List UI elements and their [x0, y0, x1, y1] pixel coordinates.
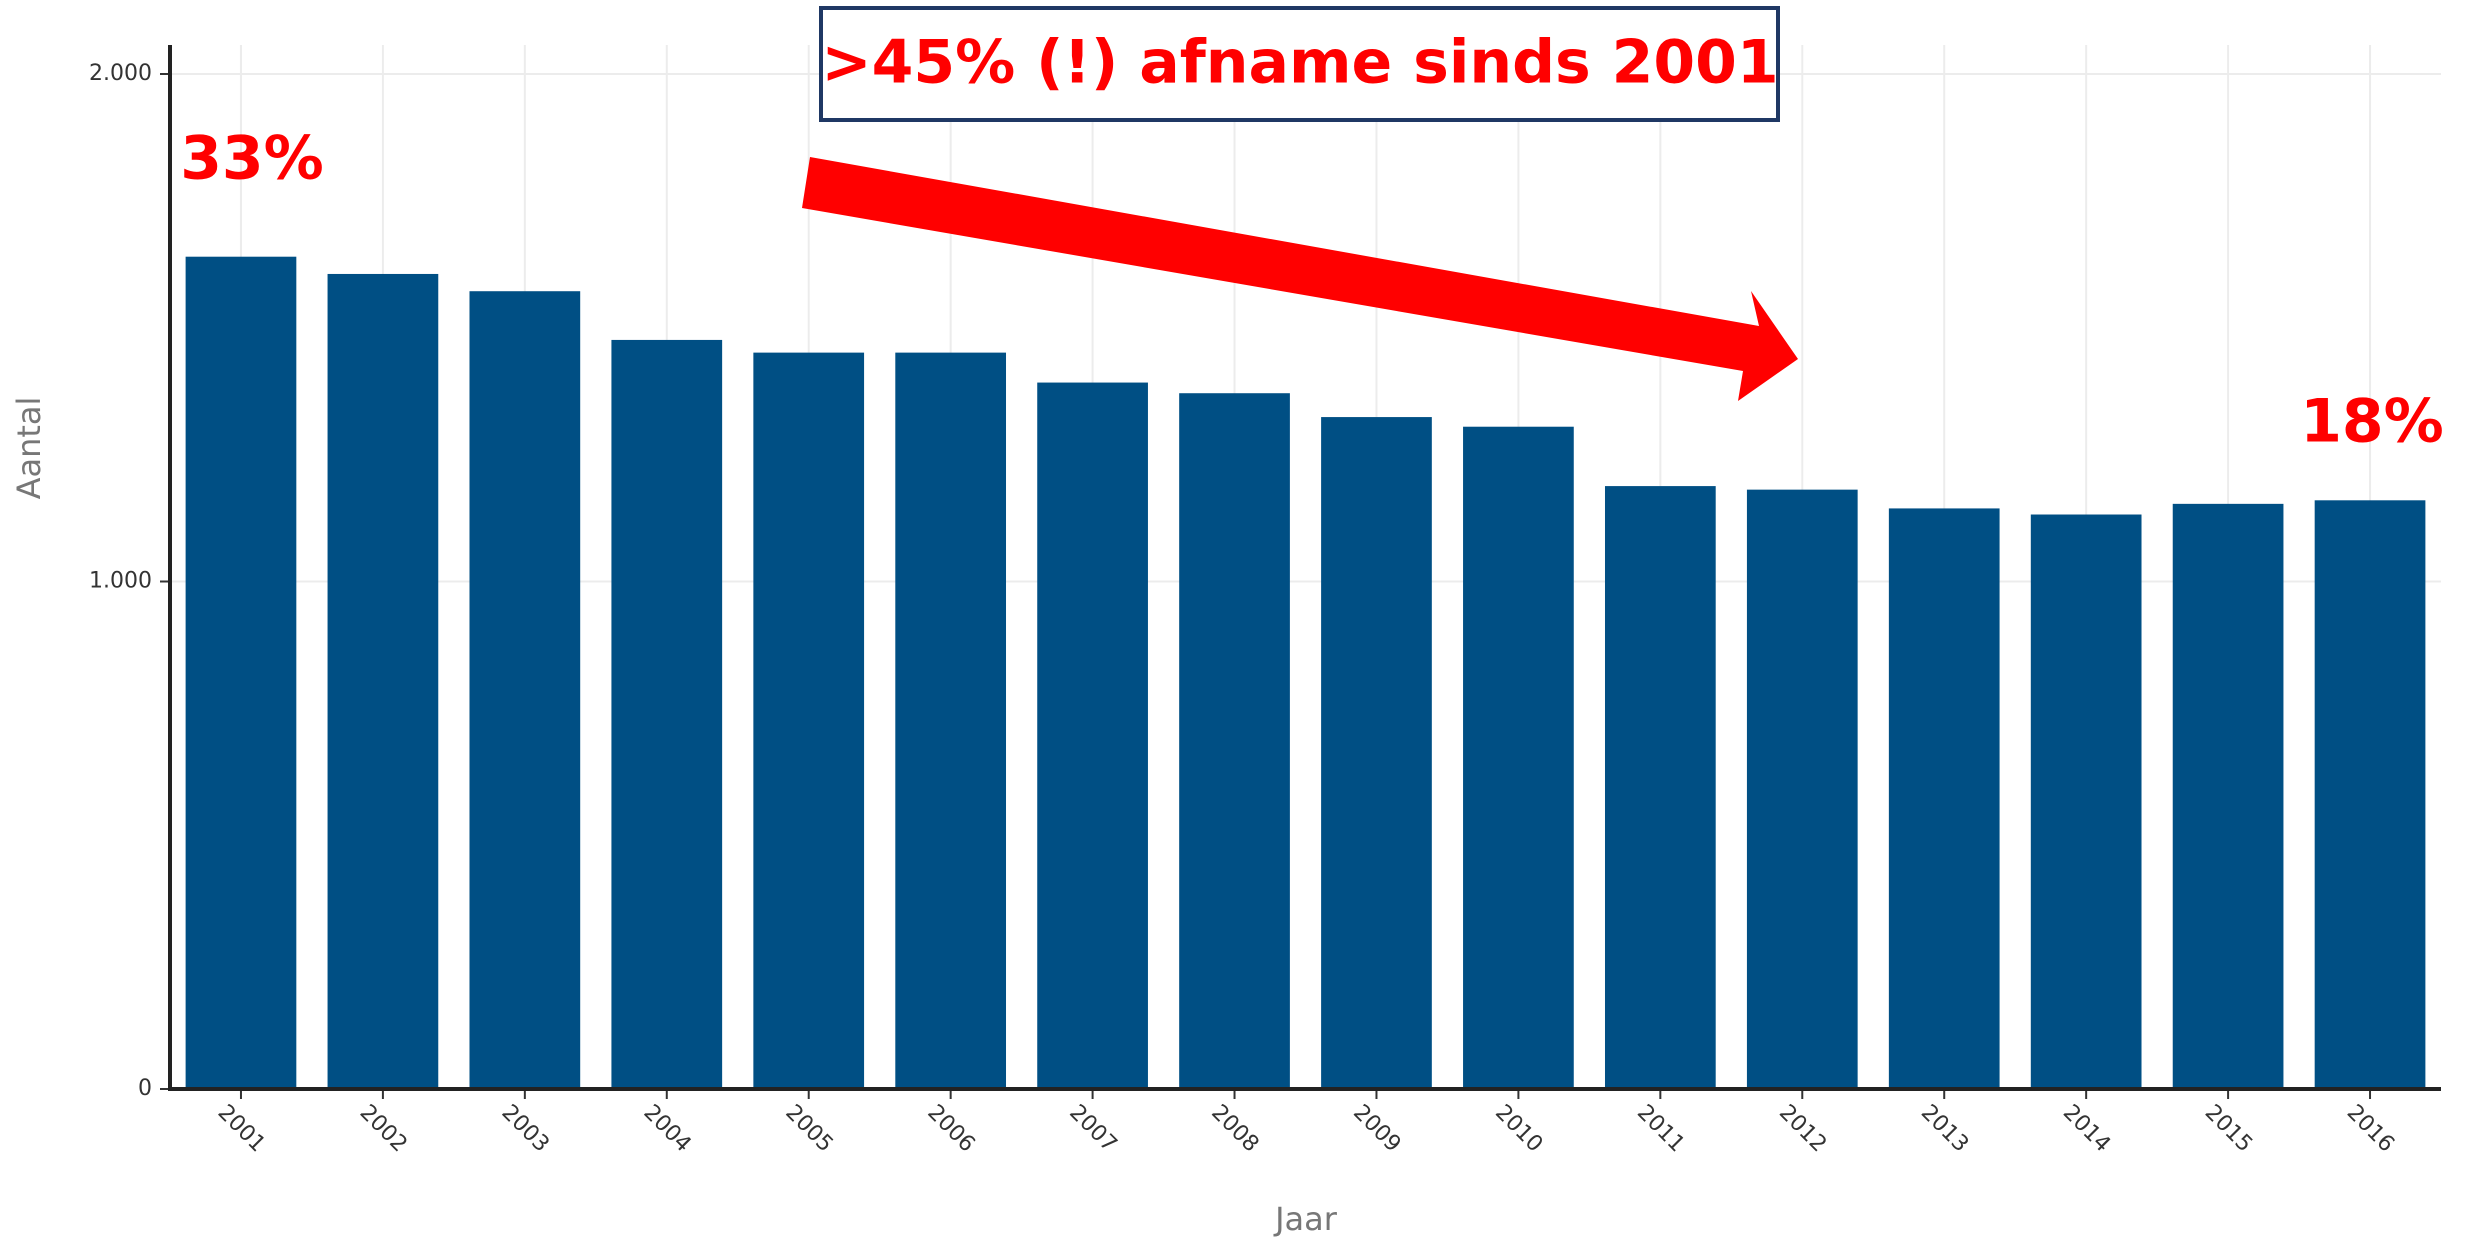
bar [611, 339, 723, 1089]
bar [1463, 426, 1574, 1089]
x-tick-label: 2012 [1774, 1100, 1831, 1157]
y-tick-label: 1.000 [89, 569, 152, 594]
bar [895, 352, 1007, 1089]
title-box [819, 6, 1780, 122]
x-tick-label: 2004 [638, 1100, 695, 1157]
bar [2172, 503, 2284, 1089]
bar [1037, 382, 1148, 1089]
bar [1888, 508, 2000, 1089]
bar [1179, 393, 1290, 1089]
bar [1321, 417, 1432, 1089]
x-tick-label: 2002 [355, 1100, 412, 1157]
bar [1746, 489, 1858, 1090]
x-tick-label: 2010 [1490, 1100, 1547, 1157]
annotation: 18% [2300, 387, 2444, 457]
x-tick-label: 2014 [2058, 1100, 2115, 1157]
x-tick-label: 2009 [1348, 1100, 1405, 1157]
chart-title: >45% (!) afname sinds 2001 [821, 28, 1778, 98]
x-tick-label: 2016 [2342, 1100, 2399, 1157]
arrow [802, 157, 1798, 401]
x-axis-label: Jaar [1273, 1200, 1338, 1238]
bar [327, 273, 439, 1090]
x-tick-label: 2001 [213, 1100, 270, 1157]
y-tick-label: 0 [138, 1076, 152, 1101]
x-tick-label: 2006 [922, 1100, 979, 1157]
bar [1604, 486, 1716, 1090]
bar [185, 256, 297, 1089]
bar [2030, 514, 2142, 1089]
x-tick-label: 2007 [1064, 1100, 1121, 1157]
x-tick-label: 2008 [1206, 1100, 1263, 1157]
x-tick-label: 2015 [2200, 1100, 2257, 1157]
y-tick-label: 2.000 [89, 61, 152, 86]
x-tick-label: 2011 [1632, 1100, 1689, 1157]
x-tick-label: 2003 [497, 1100, 554, 1157]
plot: 0 1.000 2.000 2001 2002 2003 2004 2005 2006 2007 2… [89, 45, 2441, 1157]
x-tick-label: 2013 [1916, 1100, 1973, 1157]
bar [2314, 500, 2426, 1089]
bar [753, 352, 865, 1089]
bar [469, 291, 581, 1090]
x-tick-label: 2005 [780, 1100, 837, 1157]
annotation: 33% [180, 124, 324, 194]
y-axis-label: Aantal [10, 397, 48, 500]
